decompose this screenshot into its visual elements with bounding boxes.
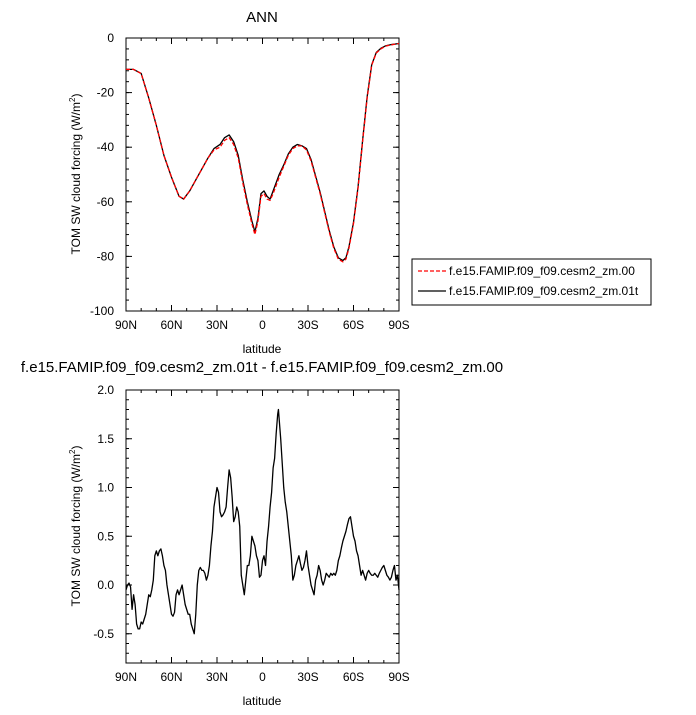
chart-top-legend: f.e15.FAMIP.f09_f09.cesm2_zm.00 f.e15.FA… bbox=[411, 258, 652, 306]
chart-top-title: ANN bbox=[246, 9, 278, 26]
chart-top-x-axis-label: latitude bbox=[243, 342, 282, 356]
x-tick-label: 30N bbox=[206, 670, 228, 684]
chart-top-x-ticks: 90N 60N 30N 0 30S 60S 90S bbox=[115, 38, 410, 332]
y-tick-label: -40 bbox=[97, 140, 115, 154]
chart-bottom-y-axis-label-sup: 2 bbox=[68, 449, 77, 454]
legend-label-series-2: f.e15.FAMIP.f09_f09.cesm2_zm.01t bbox=[449, 284, 639, 298]
chart-top-series bbox=[126, 42, 400, 263]
y-tick-label: 0 bbox=[107, 31, 114, 45]
y-tick-label: -100 bbox=[90, 304, 114, 318]
chart-bottom-series bbox=[125, 408, 400, 635]
legend-label-series-1: f.e15.FAMIP.f09_f09.cesm2_zm.00 bbox=[449, 264, 635, 278]
chart-top-y-axis-label: TOM SW cloud forcing (W/m2) bbox=[68, 94, 83, 255]
chart-top-plot-frame bbox=[125, 37, 400, 312]
chart-top-y-ticks: 0 -20 -40 -60 -80 -100 bbox=[90, 31, 399, 318]
y-tick-label: -20 bbox=[97, 86, 115, 100]
x-tick-label: 30S bbox=[297, 318, 318, 332]
chart-bottom-y-axis-label-close: ) bbox=[69, 446, 83, 450]
series-line-2 bbox=[126, 42, 400, 262]
x-tick-label: 60N bbox=[160, 670, 182, 684]
x-tick-label: 60N bbox=[160, 318, 182, 332]
x-tick-label: 90S bbox=[388, 670, 409, 684]
x-tick-label: 60S bbox=[343, 670, 364, 684]
chart-top-y-axis-label-main: TOM SW cloud forcing (W/m bbox=[69, 102, 83, 254]
y-tick-label: 1.5 bbox=[97, 432, 114, 446]
chart-top: ANN 90N 60N 30N 0 30S 60S 90S 0 -20 -40 -60 -80 -10… bbox=[68, 9, 652, 356]
y-tick-label: -60 bbox=[97, 195, 115, 209]
x-tick-label: 90N bbox=[115, 318, 137, 332]
x-tick-label: 30N bbox=[206, 318, 228, 332]
x-tick-label: 90S bbox=[388, 318, 409, 332]
x-tick-label: 90N bbox=[115, 670, 137, 684]
chart-top-y-axis-label-close: ) bbox=[69, 94, 83, 98]
x-tick-label: 0 bbox=[259, 318, 266, 332]
y-tick-label: -80 bbox=[97, 249, 115, 263]
x-tick-label: 30S bbox=[297, 670, 318, 684]
legend-frame bbox=[411, 258, 652, 306]
y-tick-label: 0.0 bbox=[97, 578, 114, 592]
chart-bottom-y-axis-label-main: TOM SW cloud forcing (W/m bbox=[69, 454, 83, 606]
chart-bottom-y-ticks: 2.0 1.5 1.0 0.5 0.0 -0.5 bbox=[93, 383, 399, 664]
y-tick-label: -0.5 bbox=[93, 627, 114, 641]
chart-bottom-plot-frame bbox=[125, 389, 400, 664]
series-line-1 bbox=[125, 408, 400, 635]
series-line-1 bbox=[126, 42, 400, 263]
x-tick-label: 60S bbox=[343, 318, 364, 332]
chart-bottom-title: f.e15.FAMIP.f09_f09.cesm2_zm.01t - f.e15… bbox=[21, 359, 503, 376]
chart-top-y-axis-label-sup: 2 bbox=[68, 97, 77, 102]
y-tick-label: 0.5 bbox=[97, 529, 114, 543]
chart-bottom-y-axis-label: TOM SW cloud forcing (W/m2) bbox=[68, 446, 83, 607]
chart-bottom-x-axis-label: latitude bbox=[243, 694, 282, 708]
x-tick-label: 0 bbox=[259, 670, 266, 684]
y-tick-label: 2.0 bbox=[97, 383, 114, 397]
y-tick-label: 1.0 bbox=[97, 481, 114, 495]
chart-bottom: f.e15.FAMIP.f09_f09.cesm2_zm.01t - f.e15… bbox=[21, 359, 503, 708]
chart-bottom-x-ticks: 90N 60N 30N 0 30S 60S 90S bbox=[115, 390, 410, 684]
